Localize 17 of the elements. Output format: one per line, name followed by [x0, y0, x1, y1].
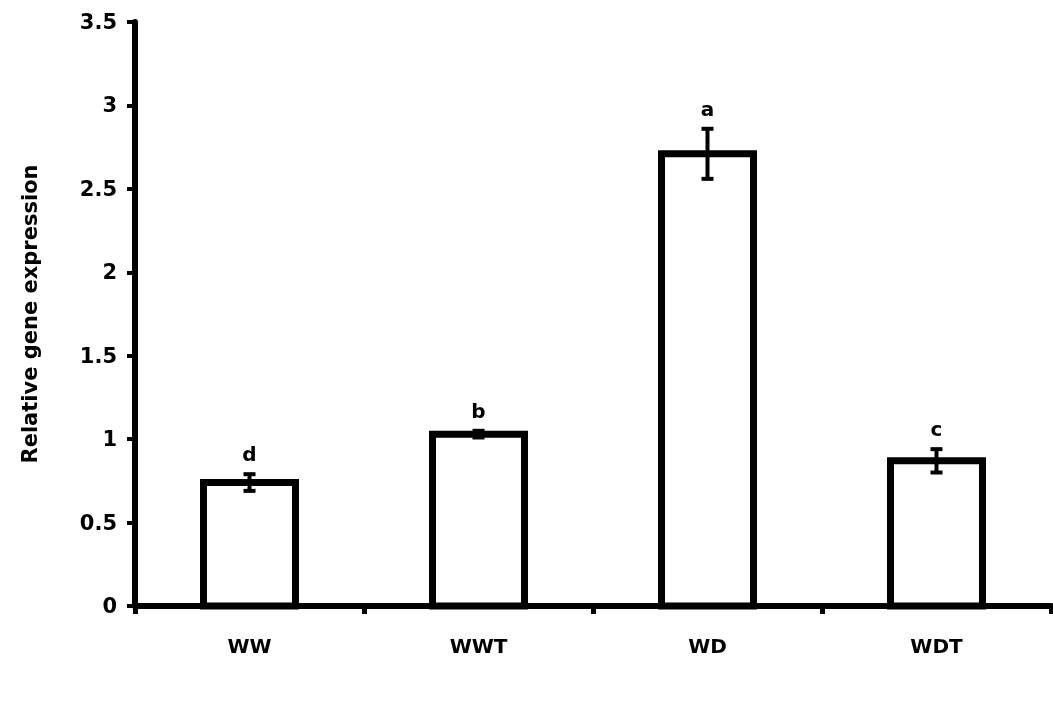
x-tick-label: WW	[227, 634, 272, 658]
y-tick-label: 0.5	[79, 510, 117, 535]
y-tick-label: 3	[102, 93, 117, 118]
y-tick-label: 2.5	[79, 176, 117, 201]
y-tick-label: 0	[102, 594, 117, 618]
annotation: a	[700, 96, 715, 121]
y-tick-label: 3.5	[79, 10, 117, 34]
x-tick-label: WWT	[449, 634, 508, 658]
x-tick-label: WD	[688, 634, 727, 658]
y-tick-label: 1.5	[79, 343, 117, 368]
annotation: c	[930, 417, 943, 442]
x-tick-label: WDT	[910, 634, 964, 658]
y-tick-label: 2	[102, 260, 117, 285]
annotation: b	[471, 398, 486, 423]
y-axis-title: Relative gene expression	[17, 164, 42, 464]
annotation: d	[242, 442, 257, 467]
y-tick-label: 1	[102, 427, 117, 452]
